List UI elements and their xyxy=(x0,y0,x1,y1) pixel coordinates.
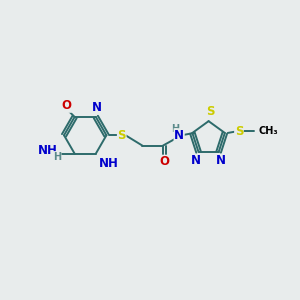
Text: NH: NH xyxy=(99,157,118,169)
Text: CH₃: CH₃ xyxy=(258,127,278,136)
Text: S: S xyxy=(118,129,126,142)
Text: H: H xyxy=(53,152,61,162)
Text: N: N xyxy=(191,154,201,167)
Text: O: O xyxy=(61,99,71,112)
Text: N: N xyxy=(174,129,184,142)
Text: S: S xyxy=(235,125,243,138)
Text: NH: NH xyxy=(38,144,58,157)
Text: N: N xyxy=(92,101,102,114)
Text: S: S xyxy=(206,105,214,118)
Text: H: H xyxy=(172,124,180,134)
Text: N: N xyxy=(216,154,226,167)
Text: O: O xyxy=(159,155,170,168)
